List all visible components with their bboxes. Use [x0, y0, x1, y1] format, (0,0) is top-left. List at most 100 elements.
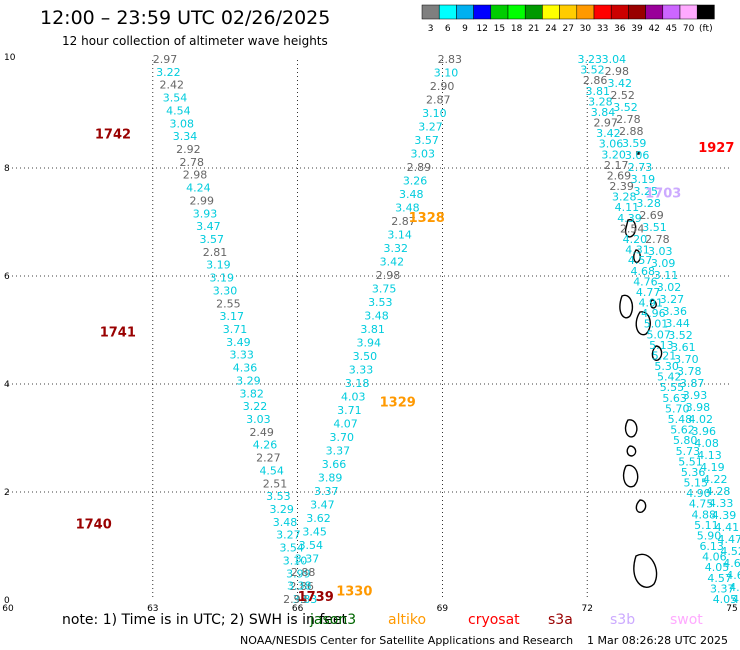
wave-height-value: 5.13 — [649, 339, 674, 352]
wave-height-value: 3.93 — [193, 207, 218, 220]
wave-height-value: 4.08 — [694, 437, 719, 450]
wave-height-value: 3.25 — [634, 185, 659, 198]
wave-height-value: 2.49 — [249, 426, 273, 439]
island-outline — [624, 419, 638, 438]
wave-height-value: 3.93 — [683, 389, 708, 402]
legend-label: (ft) — [699, 24, 713, 34]
wave-height-value: 4.90 — [686, 487, 711, 500]
wave-height-value: 3.83 — [293, 593, 318, 606]
wave-height-value: 4.33 — [709, 497, 734, 510]
wave-height-value: 4.28 — [706, 485, 731, 498]
island-outline — [624, 219, 637, 238]
wave-height-value: 3.11 — [654, 269, 679, 282]
wave-height-value: 3.84 — [591, 106, 616, 119]
island-outline — [622, 464, 639, 488]
wave-height-value: 4.13 — [697, 449, 722, 462]
wave-height-value: 2.83 — [438, 53, 463, 66]
track-label: 1329 — [380, 396, 416, 411]
wave-height-value: 3.03 — [246, 413, 270, 426]
track-label: 1703 — [645, 187, 681, 202]
wave-height-value: 3.87 — [680, 377, 705, 390]
wave-height-value: 3.28 — [636, 197, 661, 210]
wave-height-value: 3.81 — [360, 323, 385, 336]
wave-height-value: 3.42 — [380, 256, 405, 269]
wave-height-value: 2.69 — [639, 209, 664, 222]
wave-height-value: 3.53 — [368, 296, 393, 309]
wave-height-value: 2.78 — [645, 233, 670, 246]
footer-timestamp: 1 Mar 08:26:28 UTC 2025 — [587, 634, 728, 647]
wave-height-value: 2.87 — [391, 215, 416, 228]
legend-label: 6 — [445, 24, 451, 34]
wave-height-value: 4.57 — [707, 572, 732, 585]
wave-height-value: 4.19 — [700, 461, 725, 474]
wave-height-value: 3.52 — [580, 64, 605, 77]
wave-height-value: 3.19 — [206, 259, 231, 272]
legend-label: 3 — [428, 24, 434, 34]
wave-height-value: 4.54 — [259, 464, 284, 477]
track-label: 1741 — [100, 325, 136, 340]
wave-height-value: 2.98 — [183, 169, 208, 182]
wave-height-value: 5.01 — [644, 318, 669, 331]
legend-label: 42 — [648, 24, 659, 34]
wave-height-value: 3.70 — [674, 353, 699, 366]
wave-height-value: 3.48 — [364, 310, 389, 323]
wave-height-value: 2.78 — [179, 156, 204, 169]
wave-height-value: 2.69 — [607, 169, 632, 182]
wave-height-value: 3.03 — [411, 148, 436, 161]
wave-height-value: 2.42 — [159, 79, 184, 92]
wave-height-value: 3.94 — [356, 337, 381, 350]
legend-label: 33 — [597, 24, 608, 34]
wave-height-value: 3.29 — [236, 374, 261, 387]
wave-height-value: 2.99 — [189, 194, 214, 207]
wave-height-value: 5.11 — [694, 519, 719, 532]
x-tick-label: 72 — [581, 604, 592, 614]
wave-height-value: 2.89 — [407, 161, 432, 174]
wave-height-value: 3.02 — [657, 281, 682, 294]
wave-height-value: 6.13 — [699, 540, 724, 553]
wave-height-value: 2.88 — [619, 125, 644, 138]
track-1927: 3.233.522.863.813.283.842.973.423.063.20… — [578, 53, 738, 606]
wave-height-value: 3.89 — [318, 472, 343, 485]
island-outline — [619, 294, 634, 319]
wave-height-value: 2.51 — [263, 477, 288, 490]
track-label: 1328 — [409, 211, 445, 226]
wave-height-value: 3.19 — [631, 173, 656, 186]
wave-height-value: 3.37 — [314, 485, 339, 498]
wave-height-value: 4.96 — [641, 307, 666, 320]
wave-height-value: 3.71 — [223, 323, 248, 336]
track-1742: 2.973.222.423.544.543.083.342.922.782.98… — [153, 53, 317, 606]
wave-height-value: 5.42 — [657, 371, 682, 384]
wave-height-value: 3.06 — [599, 138, 624, 151]
island-outline — [636, 151, 640, 155]
wave-height-value: 3.78 — [677, 365, 702, 378]
wave-height-value: 3.08 — [169, 117, 194, 130]
wave-height-value: 3.54 — [279, 542, 304, 555]
wave-height-value: 2.92 — [176, 143, 201, 156]
wave-height-value: 4.52 — [720, 545, 740, 558]
wave-height-value: 2.78 — [616, 113, 641, 126]
wave-height-value: 4.71 — [732, 593, 740, 606]
wave-height-value: 3.96 — [691, 425, 716, 438]
y-tick-label: 8 — [4, 164, 10, 174]
wave-height-value: 3.27 — [276, 529, 301, 542]
wave-height-value: 3.51 — [642, 221, 667, 234]
wave-height-value: 3.03 — [648, 245, 673, 258]
wave-height-value: 4.22 — [703, 473, 728, 486]
wave-height-value: 4.03 — [341, 391, 366, 404]
wave-height-value: 4.68 — [631, 265, 656, 278]
wave-height-value: 3.62 — [306, 512, 331, 525]
legend-label: 70 — [683, 24, 695, 34]
wave-height-value: 2.86 — [289, 580, 314, 593]
wave-height-value: 4.24 — [186, 182, 211, 195]
wave-height-value: 4.07 — [333, 418, 358, 431]
wave-height-value: 3.32 — [384, 242, 409, 255]
wave-height-value: 3.19 — [209, 272, 234, 285]
wave-height-value: 2.55 — [216, 297, 241, 310]
legend-swatch — [696, 4, 715, 20]
legend-label: 30 — [580, 24, 592, 34]
wave-height-value: 3.98 — [686, 401, 711, 414]
wave-height-value: 3.70 — [329, 431, 354, 444]
wave-height-value: 3.23 — [578, 53, 603, 66]
wave-height-value: 3.42 — [607, 77, 632, 90]
